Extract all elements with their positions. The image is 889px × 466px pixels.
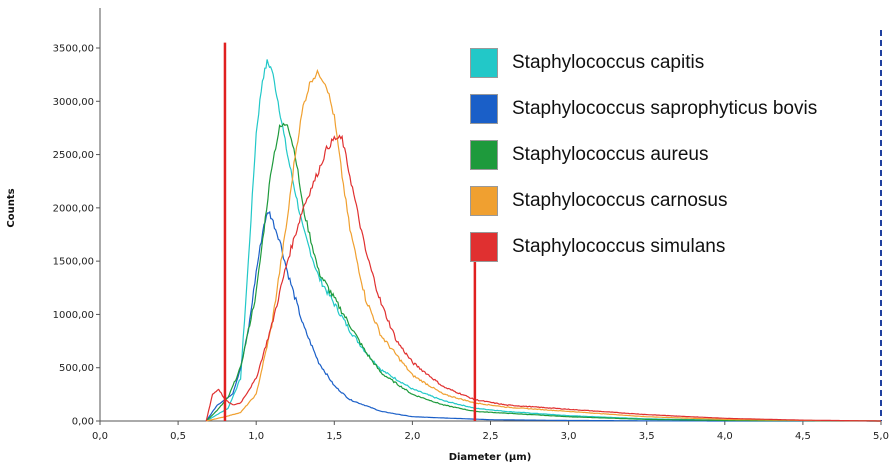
series-layer — [205, 59, 881, 422]
x-tick-label: 1,5 — [326, 431, 342, 442]
y-tick-label: 3500,00 — [53, 44, 94, 55]
y-tick-label: 3000,00 — [53, 97, 94, 108]
legend-item: Staphylococcus capitis — [470, 40, 817, 86]
legend-swatch — [470, 48, 498, 78]
y-tick-label: 2500,00 — [53, 150, 94, 161]
x-tick-label: 3,0 — [561, 431, 577, 442]
series-line — [205, 134, 881, 422]
y-tick-label: 2000,00 — [53, 203, 94, 214]
legend-label: Staphylococcus carnosus — [512, 190, 728, 211]
marker-layer — [223, 42, 477, 421]
y-tick-label: 500,00 — [59, 363, 94, 374]
x-axis-title: Diameter (µm) — [449, 452, 532, 463]
y-tick-label: 1500,00 — [53, 257, 94, 268]
legend: Staphylococcus capitis Staphylococcus sa… — [470, 40, 817, 270]
legend-item: Staphylococcus simulans — [470, 224, 817, 270]
y-axis-title: Counts — [6, 188, 17, 227]
legend-item: Staphylococcus aureus — [470, 132, 817, 178]
x-tick-label: 4,0 — [717, 431, 733, 442]
axes: 0,00 500,00 1000,00 1500,00 2000,00 2500,00 30… — [53, 8, 889, 442]
x-tick-label: 1,0 — [248, 431, 264, 442]
legend-swatch — [470, 186, 498, 216]
legend-swatch — [470, 232, 498, 262]
legend-label: Staphylococcus simulans — [512, 236, 726, 257]
x-tick-label: 0,0 — [92, 431, 108, 442]
legend-item: Staphylococcus saprophyticus bovis — [470, 86, 817, 132]
legend-swatch — [470, 140, 498, 170]
x-tick-label: 0,5 — [170, 431, 186, 442]
legend-swatch — [470, 94, 498, 124]
y-tick-label: 1000,00 — [53, 310, 94, 321]
x-tick-label: 2,5 — [483, 431, 499, 442]
x-tick-label: 2,0 — [404, 431, 420, 442]
legend-label: Staphylococcus saprophyticus bovis — [512, 98, 818, 119]
x-tick-label: 3,5 — [639, 431, 655, 442]
y-tick-label: 0,00 — [72, 417, 94, 428]
x-tick-label: 4,5 — [795, 431, 811, 442]
legend-label: Staphylococcus capitis — [512, 52, 705, 73]
legend-label: Staphylococcus aureus — [512, 144, 709, 165]
x-tick-label: 5,0 — [873, 431, 889, 442]
legend-item: Staphylococcus carnosus — [470, 178, 817, 224]
